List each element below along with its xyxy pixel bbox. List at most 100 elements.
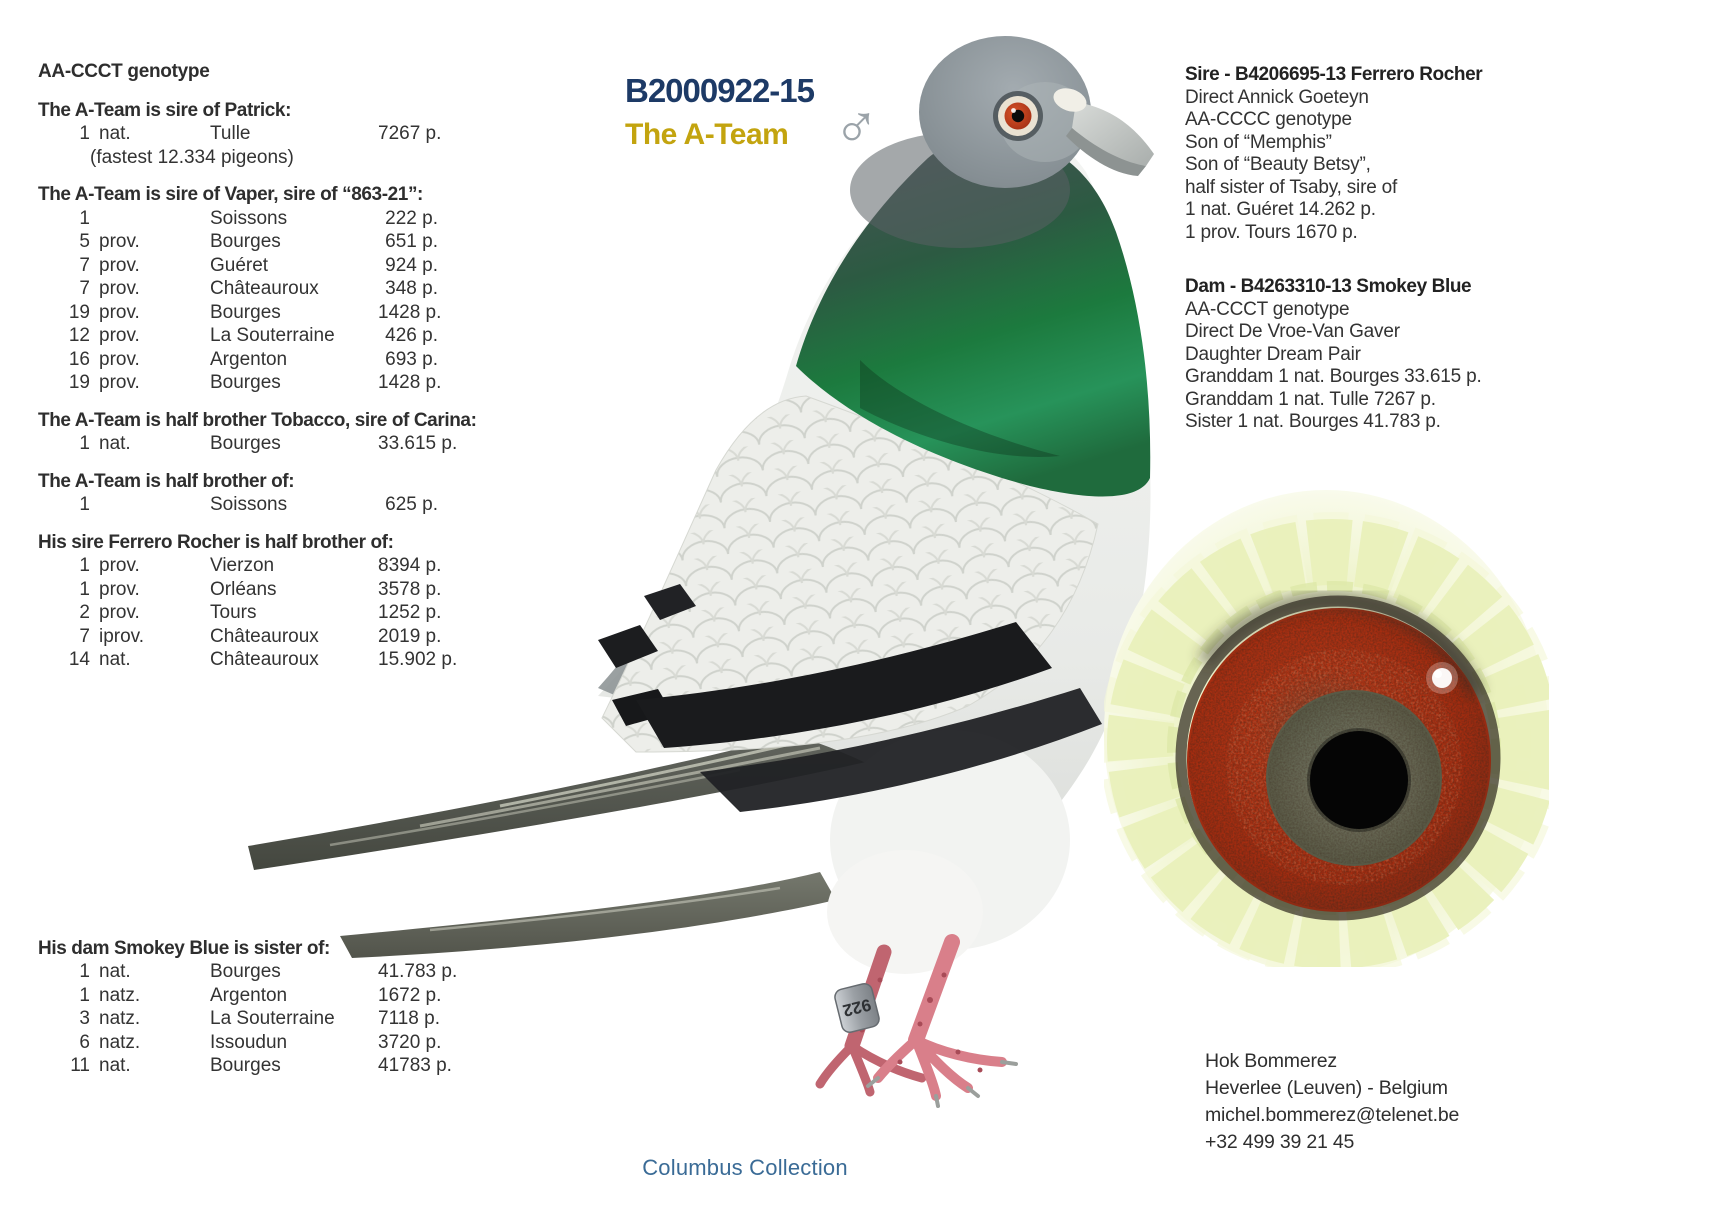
result-category: prov. [99, 278, 140, 299]
result-row: 12 prov. La Souterraine 426 p. [38, 324, 498, 348]
result-place: Bourges [210, 372, 281, 393]
sire-line: half sister of Tsaby, sire of [1185, 176, 1398, 198]
result-position: 14 [68, 649, 90, 670]
dam-line: Sister 1 nat. Bourges 41.783 p. [1185, 411, 1441, 432]
sire-line: AA-CCCC genotype [1185, 109, 1352, 130]
result-position: 3 [79, 1008, 90, 1029]
result-pigeon-count: 693 p. [385, 348, 438, 370]
result-pigeon-count: 33.615 p. [378, 433, 458, 454]
result-category: prov. [99, 301, 140, 323]
result-place: Châteauroux [210, 625, 319, 647]
pigeon-tail [340, 872, 836, 958]
result-pigeon-count: 924 p. [385, 254, 438, 276]
pigeon-legs [815, 850, 1018, 1108]
result-place: Châteauroux [210, 649, 319, 670]
result-position: 7 [79, 625, 90, 647]
result-position: 11 [70, 1055, 90, 1076]
result-pigeon-count: 651 p. [385, 231, 438, 252]
result-position: 12 [68, 325, 90, 346]
result-category: prov. [99, 325, 140, 346]
result-category: nat. [99, 1055, 131, 1076]
result-pigeon-count: 41783 p. [378, 1055, 452, 1076]
dam-line: Daughter Dream Pair [1185, 343, 1361, 365]
result-row: 5 prov. Bourges 651 p. [38, 230, 498, 254]
result-position: 16 [68, 348, 90, 370]
contact-block: Hok Bommerez Heverlee (Leuven) - Belgium m… [1205, 1048, 1459, 1156]
sire-line: Direct Annick Goeteyn [1185, 86, 1369, 108]
result-pigeon-count: 1252 p. [378, 602, 442, 623]
section-header: The A-Team is half brother of: [38, 470, 295, 492]
result-position: 6 [79, 1031, 90, 1053]
sire-line: 1 prov. Tours 1670 p. [1185, 221, 1358, 243]
result-place: Soissons [210, 207, 288, 229]
result-pigeon-count: 3720 p. [378, 1031, 442, 1053]
dam-block: Dam - B4263310-13 Smokey Blue AA-CCCT ge… [1185, 276, 1625, 434]
eye-photo [1104, 490, 1549, 967]
result-category: nat. [99, 649, 131, 670]
result-place: Guéret [210, 254, 269, 276]
result-row: 1 nat. Bourges 33.615 p. [38, 432, 498, 456]
result-place: Issoudun [210, 1031, 288, 1053]
results-section: The A-Team is sire of Patrick: 1 nat. Tulle… [38, 99, 498, 170]
result-pigeon-count: 222 p. [385, 207, 438, 229]
male-symbol-icon: ♂ [833, 93, 880, 162]
result-row: 1 Soissons 625 p. [38, 493, 498, 517]
result-place: Bourges [210, 1055, 281, 1076]
result-category: nat. [99, 433, 131, 454]
result-place: La Souterraine [210, 1008, 335, 1029]
result-category: natz. [99, 1008, 141, 1029]
result-position: 1 [79, 578, 90, 600]
result-row: 7 iprov. Châteauroux 2019 p. [38, 625, 498, 649]
result-pigeon-count: 15.902 p. [378, 649, 458, 670]
eye-highlight [1426, 662, 1458, 694]
results-section: The A-Team is sire of Vaper, sire of “86… [38, 183, 498, 395]
result-place: Orléans [210, 578, 277, 600]
pigeon-neck [796, 132, 1151, 497]
result-category: natz. [99, 984, 141, 1006]
result-position: 7 [79, 254, 90, 276]
result-row: 19 prov. Bourges 1428 p. [38, 371, 498, 395]
result-category: prov. [99, 231, 140, 252]
sire-line: 1 nat. Guéret 14.262 p. [1185, 199, 1376, 220]
result-category: prov. [99, 555, 140, 576]
result-position: 1 [79, 961, 90, 982]
result-place: La Souterraine [210, 325, 335, 346]
results-section: His dam Smokey Blue is sister of: 1 nat. Bo… [38, 937, 498, 1078]
section-header: The A-Team is sire of Vaper, sire of “86… [38, 184, 423, 205]
result-pigeon-count: 7267 p. [378, 123, 442, 144]
result-place: Tours [210, 602, 257, 623]
result-category: prov. [99, 578, 140, 600]
result-pigeon-count: 426 p. [385, 325, 438, 346]
result-position: 19 [68, 372, 90, 393]
result-pigeon-count: 2019 p. [378, 625, 442, 647]
section-header: His dam Smokey Blue is sister of: [38, 937, 330, 959]
result-row: 3 natz. La Souterraine 7118 p. [38, 1007, 498, 1031]
result-position: 1 [79, 433, 90, 454]
bird-name-title: The A-Team [625, 118, 789, 151]
results-column: AA-CCCT genotype The A-Team is sire of P… [38, 60, 498, 1078]
sire-header: Sire - B4206695-13 Ferrero Rocher [1185, 64, 1483, 85]
result-position: 1 [79, 494, 90, 515]
pigeon-beak [1072, 102, 1154, 166]
result-note: (fastest 12.334 pigeons) [90, 146, 294, 168]
result-position: 7 [79, 278, 90, 299]
result-place: Vierzon [210, 555, 275, 576]
sire-line: Son of “Memphis” [1185, 131, 1332, 153]
result-row: 6 natz. Issoudun 3720 p. [38, 1031, 498, 1055]
results-section: The A-Team is half brother of: 1 Soissons 6… [38, 470, 498, 517]
result-row: 14 nat. Châteauroux 15.902 p. [38, 648, 498, 672]
result-place: Argenton [210, 984, 288, 1006]
sire-line: Son of “Beauty Betsy”, [1185, 154, 1371, 175]
result-category: prov. [99, 254, 140, 276]
genotype-label: AA-CCCT genotype [38, 61, 210, 82]
result-position: 1 [79, 984, 90, 1006]
section-header: The A-Team is half brother Tobacco, sire… [38, 409, 477, 431]
dam-line: AA-CCCT genotype [1185, 298, 1350, 320]
section-header: His sire Ferrero Rocher is half brother … [38, 531, 394, 553]
eye-pupil [1266, 690, 1442, 866]
collection-caption: Columbus Collection [642, 1155, 848, 1180]
pigeon-wing-bars [636, 622, 1102, 812]
result-position: 19 [68, 301, 90, 323]
result-place: Châteauroux [210, 278, 319, 299]
result-position: 1 [79, 555, 90, 576]
